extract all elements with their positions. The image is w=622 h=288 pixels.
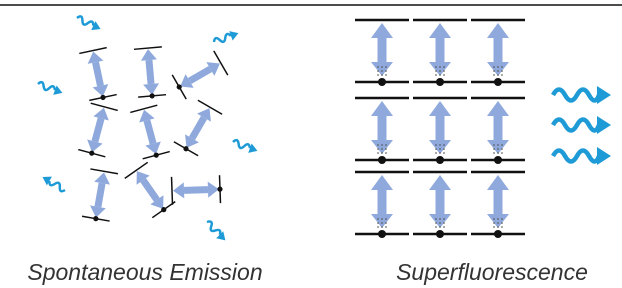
panel-label: Spontaneous Emission [27,259,262,285]
panel-label: Superfluorescence [396,259,588,285]
superfluorescence-panel [355,20,611,238]
diagram: Spontaneous Emission Superfluorescence [0,0,622,288]
spontaneous-emission-panel [36,13,259,243]
